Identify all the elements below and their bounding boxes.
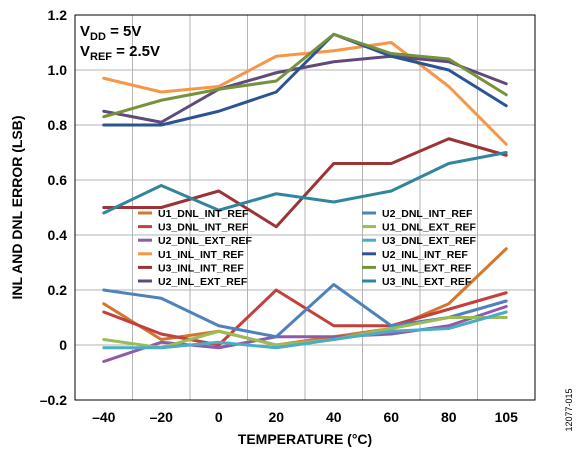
- x-tick-label: –20: [150, 409, 174, 425]
- legend-label: U3_DNL_INT_REF: [158, 222, 249, 234]
- series-line: [102, 137, 508, 229]
- y-tick-label: –0.2: [40, 392, 67, 408]
- x-axis-title: TEMPERATURE (°C): [238, 431, 372, 447]
- series-line: [102, 41, 508, 146]
- figure-id: 12077-015: [564, 388, 574, 431]
- series-line: [102, 310, 508, 350]
- y-tick-label: 1.2: [48, 7, 68, 23]
- conditions-annotation: VDD = 5V VREF = 2.5V: [80, 23, 160, 63]
- legend-label: U1_INL_EXT_REF: [382, 262, 472, 274]
- legend-label: U1_DNL_EXT_REF: [382, 222, 477, 234]
- legend-label: U2_DNL_EXT_REF: [158, 235, 253, 247]
- legend-label: U2_INL_EXT_REF: [158, 276, 248, 288]
- y-tick-label: 0: [59, 337, 67, 353]
- legend: U1_DNL_INT_REF U3_DNL_INT_REFU2_DNL_EXT_R…: [138, 208, 477, 288]
- x-tick-label: 105: [495, 409, 519, 425]
- x-tick-label: 20: [268, 409, 284, 425]
- x-tick-label: 0: [215, 409, 223, 425]
- legend-label: U1_INL_INT_REF: [158, 249, 244, 261]
- y-tick-label: 1.0: [48, 62, 68, 78]
- legend-label: U3_INL_EXT_REF: [382, 276, 472, 288]
- y-tick-label: 0.6: [48, 172, 68, 188]
- y-axis-title: INL AND DNL ERROR (LSB): [9, 115, 25, 299]
- series-line: [102, 32, 508, 119]
- vref-annotation: VREF = 2.5V: [80, 43, 160, 63]
- series-line: [102, 32, 508, 127]
- legend-label: U3_INL_INT_REF: [158, 262, 244, 274]
- y-tick-label: 0.8: [48, 117, 68, 133]
- legend-label: U3_DNL_EXT_REF: [382, 235, 477, 247]
- series-line: [102, 305, 508, 363]
- x-tick-label: 60: [383, 409, 399, 425]
- tick-labels: –0.2 0 0.2 0.4 0.6 0.8 1.0 1.2 –40 –20 0 20 40 60 80 10…: [40, 7, 518, 425]
- x-tick-label: –40: [92, 409, 116, 425]
- y-tick-label: 0.4: [48, 227, 68, 243]
- legend-label: U2_DNL_INT_REF: [382, 208, 473, 220]
- legend-label: U2_INL_INT_REF: [382, 249, 468, 261]
- x-tick-label: 80: [441, 409, 457, 425]
- plot-frame: [74, 14, 536, 401]
- series-line: [102, 151, 508, 215]
- y-tick-label: 0.2: [48, 282, 68, 298]
- legend-label: U1_DNL_INT_REF: [158, 208, 249, 220]
- series-line: [102, 54, 508, 124]
- series-line: [102, 288, 508, 347]
- x-tick-label: 40: [326, 409, 342, 425]
- vdd-annotation: VDD = 5V: [80, 23, 141, 43]
- series-lines: [102, 32, 508, 363]
